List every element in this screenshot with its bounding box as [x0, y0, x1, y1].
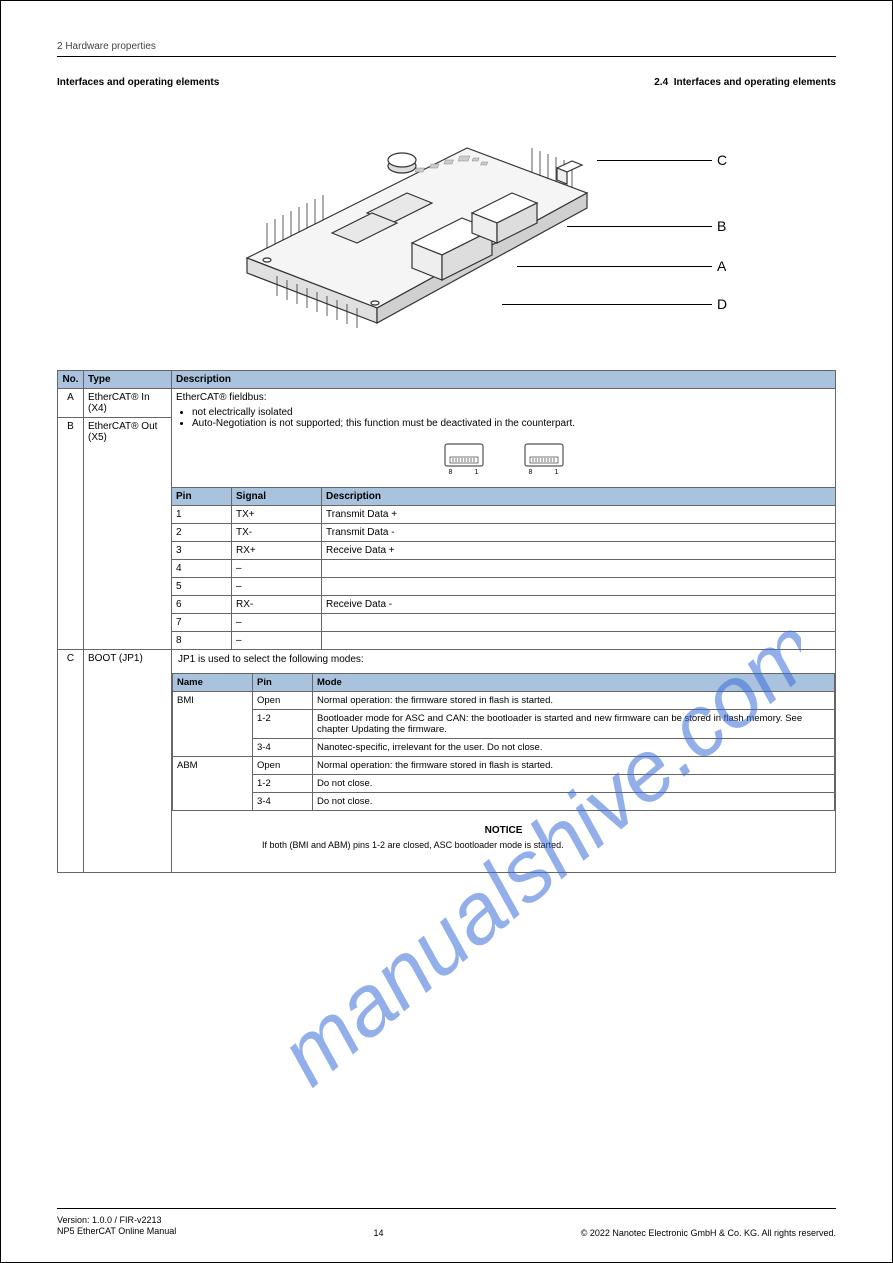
jp1-bmi-mode-open: Normal operation: the firmware stored in… [313, 692, 835, 710]
jp1-abm-mode-open: Normal operation: the firmware stored in… [313, 757, 835, 775]
callout-line-a [517, 266, 712, 267]
th-desc: Description [172, 371, 836, 389]
jp1-th-name: Name [173, 674, 253, 692]
jp1-abm-pin-34: 3-4 [253, 793, 313, 811]
page-footer: Version: 1.0.0 / FIR-v2213 NP5 EtherCAT … [57, 1208, 836, 1238]
pin-row: 4– [58, 560, 836, 578]
callout-label-c: C [717, 152, 727, 168]
rj45-icons: 81 81 [176, 435, 831, 484]
pin-row: 6RX-Receive Data - [58, 596, 836, 614]
jp1-th-mode: Mode [313, 674, 835, 692]
jp1-abm-pin-open: Open [253, 757, 313, 775]
pin-th-signal: Signal [232, 488, 322, 506]
footer-page-number: 14 [373, 1228, 383, 1238]
th-num: No. [58, 371, 84, 389]
callout-line-d [502, 304, 712, 305]
pin-row: 3RX+Receive Data + [58, 542, 836, 560]
jp1-abm-pin-12: 1-2 [253, 775, 313, 793]
notice-block: NOTICE If both (BMI and ABM) pins 1-2 ar… [172, 811, 835, 872]
th-type: Type [84, 371, 172, 389]
rj45-in-icon: 81 [444, 443, 484, 476]
section-number: 2.4 Interfaces and operating elements [654, 77, 836, 88]
cell-c-type: BOOT (JP1) [84, 650, 172, 873]
jp1-bmi-name: BMI [173, 692, 253, 757]
jp1-bmi-mode-12: Bootloader mode for ASC and CAN: the boo… [313, 710, 835, 739]
footer-copyright: © 2022 Nanotec Electronic GmbH & Co. KG.… [581, 1228, 836, 1238]
jp1-subtable-cell: Name Pin Mode BMI Open Normal operation:… [172, 673, 836, 873]
jp1-intro: JP1 is used to select the following mode… [172, 650, 836, 674]
pin-th-pin: Pin [172, 488, 232, 506]
ethercat-intro: EtherCAT® fieldbus: [176, 392, 831, 403]
jp1-abm-name: ABM [173, 757, 253, 811]
pin-th-desc: Description [322, 488, 836, 506]
callout-line-c [597, 160, 712, 161]
jp1-mode-table: Name Pin Mode BMI Open Normal operation:… [172, 673, 835, 811]
jp1-bmi-mode-34: Nanotec-specific, irrelevant for the use… [313, 739, 835, 757]
interfaces-table: No. Type Description A EtherCAT® In (X4)… [57, 370, 836, 873]
pin-row: 7– [58, 614, 836, 632]
callout-line-b [567, 226, 712, 227]
ethercat-li2: Auto-Negotiation is not supported; this … [192, 418, 831, 429]
section-num-text: 2.4 [654, 77, 668, 88]
callout-label-d: D [717, 296, 727, 312]
jp1-bmi-pin-12: 1-2 [253, 710, 313, 739]
cell-ab-desc: EtherCAT® fieldbus: not electrically iso… [172, 389, 836, 488]
rj45-out-icon: 81 [524, 443, 564, 476]
header-rule [57, 56, 836, 57]
cell-a-num: A [58, 389, 84, 418]
footer-version: Version: 1.0.0 / FIR-v2213 [57, 1215, 176, 1227]
pin-row: 1TX+Transmit Data + [58, 506, 836, 524]
board-figure: C B A D [57, 98, 836, 358]
jp1-abm-mode-12: Do not close. [313, 775, 835, 793]
cell-a-type: EtherCAT® In (X4) [84, 389, 172, 418]
pin-row: 5– [58, 578, 836, 596]
cell-b-type: EtherCAT® Out (X5) [84, 418, 172, 650]
cell-b-num: B [58, 418, 84, 650]
jp1-abm-mode-34: Do not close. [313, 793, 835, 811]
notice-label: NOTICE [182, 825, 825, 836]
footer-title: NP5 EtherCAT Online Manual [57, 1226, 176, 1238]
jp1-bmi-pin-open: Open [253, 692, 313, 710]
chapter-label: 2 Hardware properties [57, 41, 836, 52]
page-title: Interfaces and operating elements [57, 77, 219, 88]
callout-label-b: B [717, 218, 726, 234]
jp1-th-pin: Pin [253, 674, 313, 692]
notice-text: If both (BMI and ABM) pins 1-2 are close… [182, 836, 825, 850]
callout-label-a: A [717, 258, 726, 274]
ethercat-li1: not electrically isolated [192, 407, 831, 418]
jp1-bmi-pin-34: 3-4 [253, 739, 313, 757]
pcb-illustration [237, 98, 597, 348]
pin-row: 8– [58, 632, 836, 650]
cell-c-num: C [58, 650, 84, 873]
section-title-text: Interfaces and operating elements [674, 77, 836, 88]
pin-row: 2TX-Transmit Data - [58, 524, 836, 542]
